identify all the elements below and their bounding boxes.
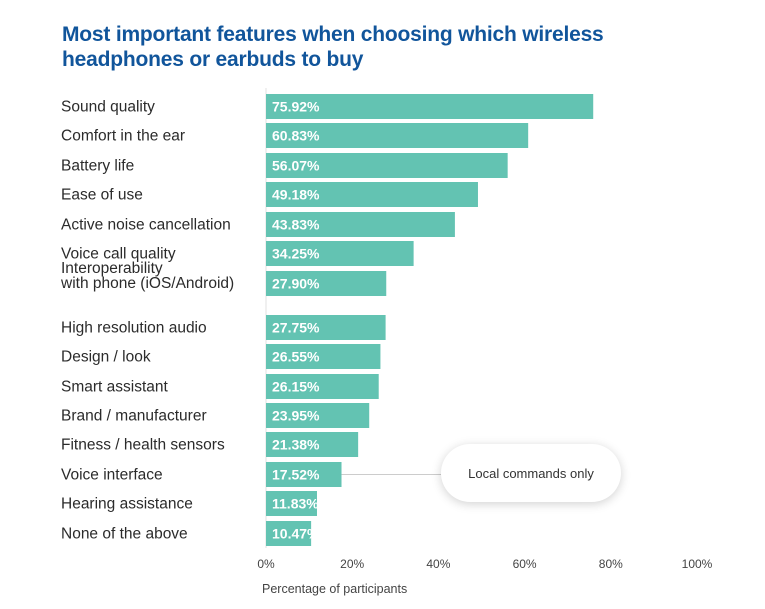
bar-value-label: 26.55% bbox=[272, 349, 320, 365]
x-tick-label: 80% bbox=[599, 557, 623, 571]
bar bbox=[266, 241, 414, 266]
x-tick-label: 0% bbox=[257, 557, 275, 571]
category-label-line: Interoperability bbox=[61, 260, 163, 277]
category-label: Interoperability with phone (iOS/Android) bbox=[60, 260, 234, 292]
category-label: Brand / manufacturer bbox=[61, 408, 207, 425]
bar bbox=[266, 94, 594, 119]
annotation-local-commands: Local commands only bbox=[441, 444, 621, 502]
category-label: Design / look bbox=[61, 349, 151, 366]
bar bbox=[266, 521, 312, 546]
category-label: Sound quality bbox=[61, 99, 155, 116]
bar bbox=[266, 374, 379, 399]
category-label: Voice call quality bbox=[61, 246, 176, 263]
bar bbox=[266, 182, 478, 207]
bar bbox=[266, 432, 359, 457]
bar bbox=[266, 271, 387, 296]
x-tick-label: 20% bbox=[340, 557, 364, 571]
category-label: Voice interface bbox=[61, 467, 163, 484]
category-label: Active noise cancellation bbox=[61, 217, 231, 234]
bar-value-label: 27.75% bbox=[272, 320, 320, 336]
bar-value-label: 27.90% bbox=[272, 276, 320, 292]
category-label: Hearing assistance bbox=[61, 496, 193, 513]
category-label-line: with phone (iOS/Android) bbox=[60, 275, 234, 292]
bar-value-label: 49.18% bbox=[272, 187, 320, 203]
bar-value-label: 11.83% bbox=[272, 496, 319, 512]
category-label: Battery life bbox=[61, 158, 134, 175]
bar-value-label: 43.83% bbox=[272, 217, 320, 233]
category-label: Ease of use bbox=[61, 187, 143, 204]
x-tick-label: 60% bbox=[513, 557, 537, 571]
bar bbox=[266, 462, 342, 487]
bar-value-label: 34.25% bbox=[272, 246, 320, 262]
bar-value-label: 21.38% bbox=[272, 437, 320, 453]
category-label: Comfort in the ear bbox=[61, 128, 185, 145]
bar-value-label: 17.52% bbox=[272, 467, 320, 483]
bar bbox=[266, 315, 386, 340]
x-tick-label: 40% bbox=[426, 557, 450, 571]
bar bbox=[266, 212, 455, 237]
category-label: None of the above bbox=[61, 526, 188, 543]
bar-value-label: 56.07% bbox=[272, 158, 320, 174]
category-label: Fitness / health sensors bbox=[61, 437, 225, 454]
bar-value-label: 26.15% bbox=[272, 379, 320, 395]
chart-title: Most important features when choosing wh… bbox=[62, 23, 604, 71]
x-axis-title: Percentage of participants bbox=[262, 582, 407, 596]
bar-value-label: 10.47% bbox=[272, 526, 320, 542]
x-tick-label: 100% bbox=[682, 557, 713, 571]
bar bbox=[266, 123, 529, 148]
bar-value-label: 75.92% bbox=[272, 99, 320, 115]
bar-value-label: 60.83% bbox=[272, 128, 320, 144]
category-label: High resolution audio bbox=[61, 320, 207, 337]
bar bbox=[266, 153, 508, 178]
bar bbox=[266, 403, 370, 428]
bar bbox=[266, 491, 317, 516]
bar bbox=[266, 344, 381, 369]
category-label: Smart assistant bbox=[61, 379, 169, 396]
bar-value-label: 23.95% bbox=[272, 408, 320, 424]
